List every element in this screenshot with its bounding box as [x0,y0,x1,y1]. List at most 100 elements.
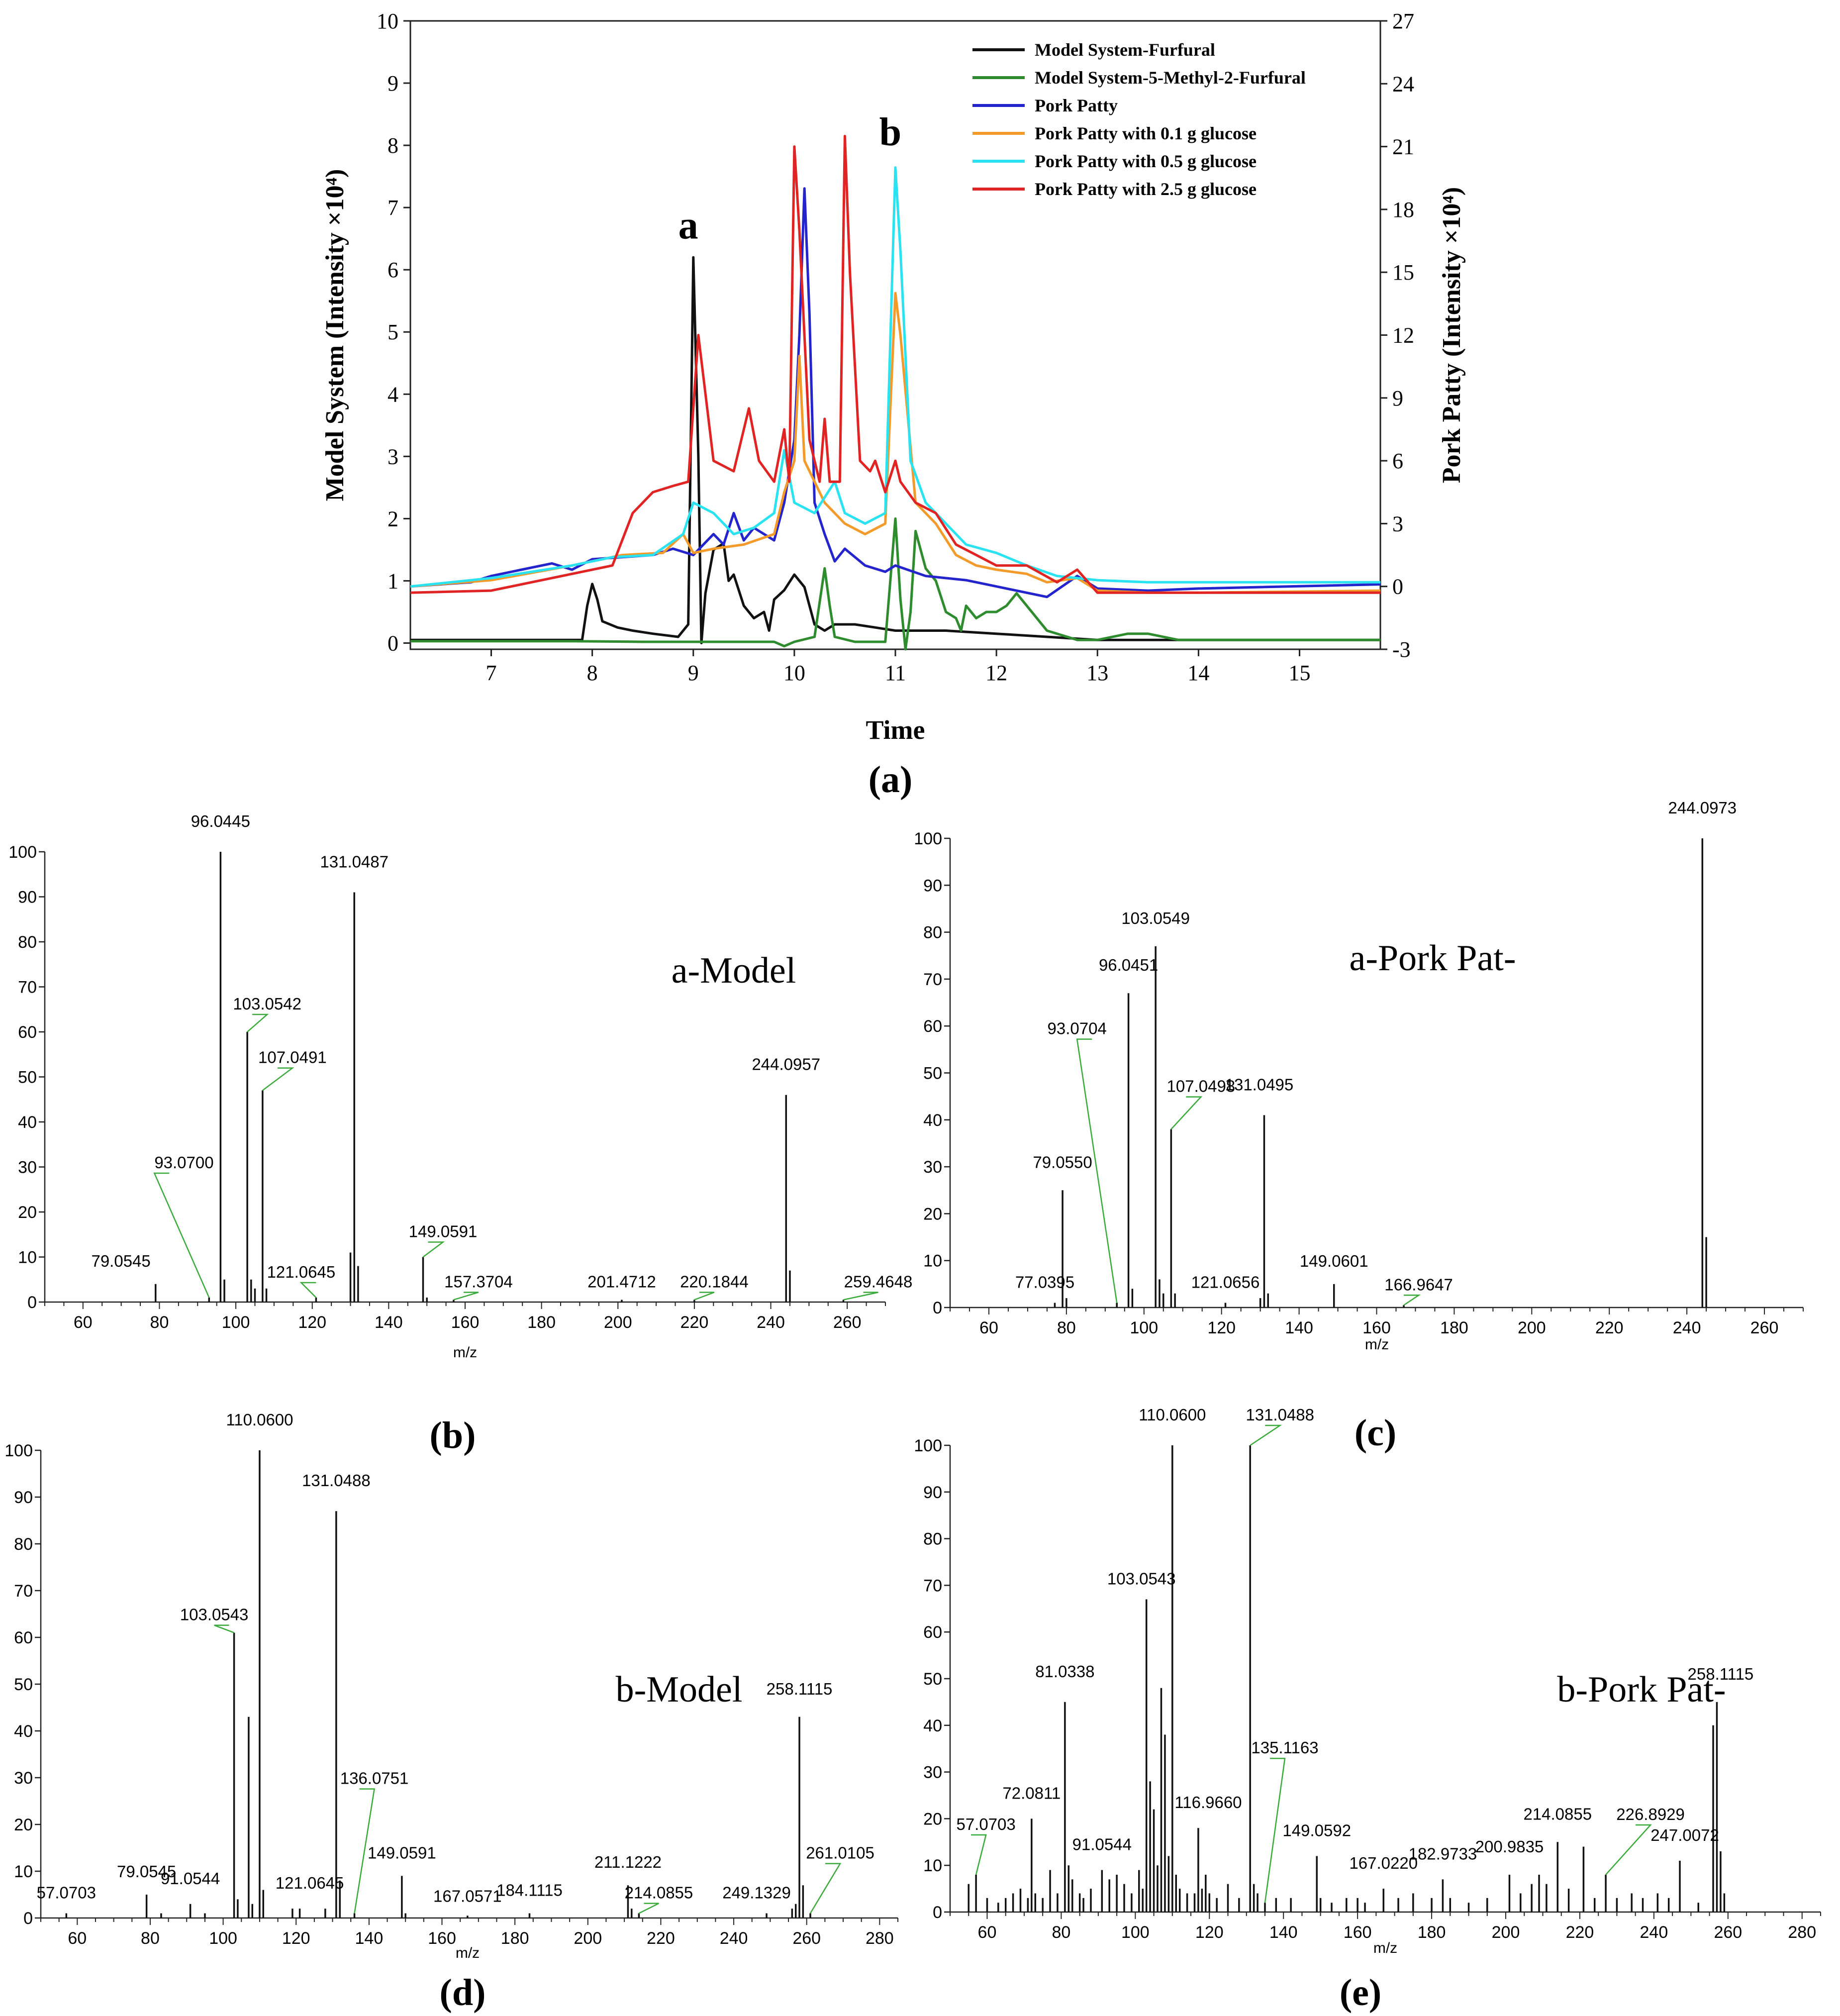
y-tick-label: 60 [14,1628,33,1647]
x-tick-label: 200 [1518,1318,1546,1337]
x-tick-label: 80 [141,1929,160,1948]
y-tick-label: 90 [18,888,37,907]
peak-mz-label: 258.1115 [1688,1665,1754,1683]
y-right-tick-label: 6 [1392,449,1403,473]
y-axis-label-right: Pork Patty (Intensity ×10⁴) [1438,187,1466,484]
panel-label-b: (b) [430,1414,476,1456]
x-tick-label: 180 [527,1313,556,1332]
peak-mz-label: 211.1222 [594,1853,662,1871]
x-tick-label: 60 [978,1923,997,1942]
y-tick-label: 90 [923,1483,942,1502]
y-tick-label: 30 [14,1769,33,1788]
y-tick-label: 0 [933,1903,942,1922]
x-tick-label: 280 [866,1929,894,1948]
x-tick-label: 60 [68,1929,87,1948]
x-tick-label: 180 [1418,1923,1446,1942]
series-line-1 [410,256,1380,644]
peak-leader-line [1605,1824,1652,1875]
y-tick-label: 3 [387,444,398,469]
x-tick-label: 13 [1086,661,1108,685]
x-axis-label: m/z [456,1945,480,1961]
y-tick-label: 50 [923,1064,942,1083]
y-tick-label: 60 [923,1623,942,1642]
x-tick-label: 12 [985,661,1007,685]
spectrum-annotation: a-Model [672,950,796,991]
y-tick-label: 80 [923,923,942,942]
x-tick-label: 240 [720,1929,748,1948]
peak-mz-label: 121.0656 [1191,1273,1260,1292]
y-right-tick-label: -3 [1392,637,1411,662]
peak-leader-line [299,1282,317,1298]
peak-mz-label: 136.0751 [340,1769,409,1788]
peak-mz-label: 103.0542 [233,995,301,1013]
panel-label-e: (e) [1340,1972,1381,2014]
peak-mz-label: 96.0451 [1099,956,1158,974]
peak-mz-label: 131.0487 [320,852,388,871]
x-tick-label: 140 [1269,1923,1298,1942]
series-line-2 [410,517,1380,651]
chromatogram-panel: 7 8 9 10 11 12 13 14 15012345678910-303691215182… [321,9,1466,745]
peak-mz-label: 184.1115 [496,1881,563,1900]
x-tick-label: 180 [501,1929,529,1948]
y-tick-label: 80 [923,1530,942,1549]
y-tick-label: 80 [14,1535,33,1554]
y-tick-label: 50 [923,1670,942,1689]
peak-mz-label: 57.0703 [37,1884,96,1902]
x-tick-label: 240 [1673,1318,1701,1337]
peak-mz-label: 131.0488 [1246,1406,1314,1424]
peak-leader-line [422,1241,445,1258]
x-tick-label: 240 [757,1313,785,1332]
x-tick-label: 100 [1121,1923,1150,1942]
x-tick-label: 120 [282,1929,310,1948]
peak-mz-label: 149.0591 [368,1843,436,1862]
peak-leader-line [638,1903,659,1914]
y-tick-label: 6 [387,258,398,282]
y-right-tick-label: 15 [1392,260,1414,285]
x-tick-label: 120 [1207,1318,1236,1337]
x-tick-label: 260 [1714,1923,1742,1942]
y-tick-label: 90 [14,1488,33,1507]
peak-mz-label: 258.1115 [767,1680,833,1698]
x-tick-label: 160 [1344,1923,1372,1942]
peak-mz-label: 121.0645 [276,1874,344,1892]
peak-leader-line [809,1863,842,1914]
peak-mz-label: 57.0703 [956,1815,1015,1833]
peak-mz-label: 167.0571 [433,1887,502,1905]
x-tick-label: 200 [574,1929,602,1948]
peak-mz-label: 135.1163 [1251,1738,1318,1757]
y-tick-label: 5 [387,320,398,344]
y-tick-label: 40 [923,1111,942,1130]
peak-mz-label: 226.8929 [1616,1805,1685,1823]
y-tick-label: 90 [923,876,942,895]
y-right-tick-label: 24 [1392,72,1414,96]
y-tick-label: 20 [18,1203,37,1222]
y-tick-label: 4 [387,382,398,406]
x-tick-label: 120 [1195,1923,1224,1942]
y-tick-label: 10 [18,1248,37,1267]
peak-mz-label: 72.0811 [1002,1784,1061,1802]
spectrum-annotation: b-Pork Pat- [1557,1669,1726,1710]
x-tick-label: 11 [885,661,906,685]
y-tick-label: 20 [923,1810,942,1828]
x-tick-label: 60 [979,1318,998,1337]
panel-label-c: (c) [1355,1412,1396,1454]
peak-mz-label: 103.0543 [180,1606,249,1624]
y-tick-label: 60 [18,1023,37,1042]
peak-mz-label: 116.9660 [1174,1793,1242,1812]
peak-leader-line [971,1834,987,1875]
peak-mz-label: 200.9835 [1475,1837,1544,1856]
y-right-tick-label: 0 [1392,575,1403,599]
x-tick-label: 240 [1640,1923,1668,1942]
y-tick-label: 50 [14,1675,33,1694]
legend-label-5: Pork Patty with 0.5 g glucose [1035,151,1257,171]
y-right-tick-label: 21 [1392,135,1414,159]
panel-label-a: (a) [869,759,913,801]
peak-mz-label: 81.0338 [1035,1662,1094,1681]
y-tick-label: 0 [387,631,398,655]
y-tick-label: 0 [933,1299,942,1317]
series-line-5 [410,166,1380,588]
y-tick-label: 30 [18,1158,37,1177]
x-tick-label: 7 [486,661,497,685]
peak-mz-label: 166.9647 [1384,1275,1453,1294]
